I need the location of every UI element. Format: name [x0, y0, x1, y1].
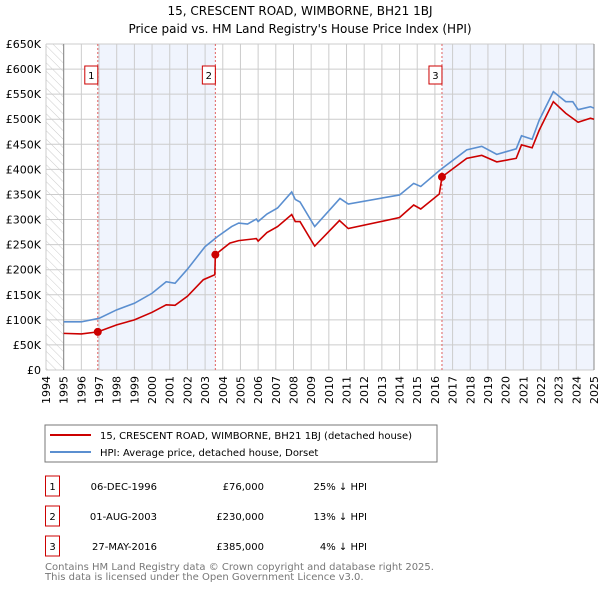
- x-tick-label: 1996: [75, 376, 88, 404]
- chart-title: 15, CRESCENT ROAD, WIMBORNE, BH21 1BJ: [167, 4, 432, 18]
- sale-number-box: [45, 505, 60, 527]
- sale-date: 06-DEC-1996: [91, 482, 157, 493]
- sale-marker-box: [201, 65, 216, 85]
- hatched-region: [46, 44, 64, 370]
- sale-hpi-diff: 4% ↓ HPI: [320, 542, 367, 553]
- sale-date: 27-MAY-2016: [92, 542, 157, 553]
- x-tick-label: 2021: [517, 376, 530, 404]
- x-tick-label: 2007: [270, 376, 283, 404]
- sale-point: [211, 250, 220, 259]
- x-tick-label: 2009: [305, 376, 318, 404]
- y-tick-label: £650K: [6, 38, 42, 51]
- x-tick-label: 2008: [287, 376, 300, 404]
- x-tick-label: 2010: [323, 376, 336, 404]
- shaded-range: [441, 44, 594, 370]
- y-tick-label: £300K: [6, 214, 42, 227]
- x-tick-label: 2000: [146, 376, 159, 404]
- sale-point: [93, 327, 102, 336]
- x-tick-label: 2017: [447, 376, 460, 404]
- x-tick-label: 2011: [341, 376, 354, 404]
- x-tick-label: 1998: [111, 376, 124, 404]
- x-tick-label: 2004: [217, 376, 230, 404]
- x-tick-label: 2024: [570, 376, 583, 404]
- footer-line-1: Contains HM Land Registry data © Crown c…: [45, 562, 434, 573]
- x-tick-label: 2019: [482, 376, 495, 404]
- sale-number: 2: [49, 512, 55, 523]
- footer-line-2: This data is licensed under the Open Gov…: [44, 572, 364, 583]
- sale-point: [437, 172, 446, 181]
- chart-subtitle: Price paid vs. HM Land Registry's House …: [128, 22, 471, 36]
- y-tick-label: £100K: [6, 314, 42, 327]
- y-tick-label: £250K: [6, 239, 42, 252]
- y-tick-label: £600K: [6, 63, 42, 76]
- hpi-line: [63, 90, 595, 323]
- property-price-line: [63, 100, 595, 335]
- y-tick-label: £450K: [6, 138, 42, 151]
- sale-number-box: [45, 475, 60, 497]
- y-tick-label: £0: [27, 364, 41, 377]
- x-tick-label: 1999: [128, 376, 141, 404]
- x-tick-label: 2003: [199, 376, 212, 404]
- x-tick-label: 2018: [464, 376, 477, 404]
- x-tick-label: 2012: [358, 376, 371, 404]
- sale-marker-box: [428, 65, 443, 85]
- shaded-range: [97, 44, 216, 370]
- x-tick-label: 2002: [181, 376, 194, 404]
- x-tick-label: 1994: [40, 376, 53, 404]
- legend: [44, 424, 438, 463]
- sale-marker-label: 3: [432, 71, 438, 82]
- sale-marker-label: 1: [88, 71, 94, 82]
- sale-number: 3: [49, 542, 55, 553]
- y-tick-label: £150K: [6, 289, 42, 302]
- sale-marker-box: [84, 65, 99, 85]
- legend-label-hpi: HPI: Average price, detached house, Dors…: [100, 448, 318, 459]
- sale-price: £76,000: [223, 482, 264, 493]
- x-tick-label: 2020: [500, 376, 513, 404]
- x-tick-label: 1997: [93, 376, 106, 404]
- sale-hpi-diff: 25% ↓ HPI: [314, 482, 367, 493]
- sale-date: 01-AUG-2003: [90, 512, 157, 523]
- sale-price: £230,000: [216, 512, 264, 523]
- sale-number: 1: [49, 482, 55, 493]
- y-tick-label: £550K: [6, 88, 42, 101]
- x-tick-label: 2023: [553, 376, 566, 404]
- y-tick-label: £500K: [6, 113, 42, 126]
- x-tick-label: 2001: [164, 376, 177, 404]
- sale-price: £385,000: [216, 542, 264, 553]
- x-tick-label: 2015: [411, 376, 424, 404]
- x-tick-label: 2013: [376, 376, 389, 404]
- x-tick-label: 2022: [535, 376, 548, 404]
- x-tick-label: 2006: [252, 376, 265, 404]
- x-tick-label: 1995: [58, 376, 71, 404]
- sale-number-box: [45, 535, 60, 557]
- x-tick-label: 2014: [394, 376, 407, 404]
- y-tick-label: £200K: [6, 264, 42, 277]
- x-tick-label: 2016: [429, 376, 442, 404]
- y-tick-label: £400K: [6, 163, 42, 176]
- sale-marker-label: 2: [206, 71, 212, 82]
- y-tick-label: £350K: [6, 188, 42, 201]
- x-tick-label: 2005: [234, 376, 247, 404]
- y-tick-label: £50K: [13, 339, 42, 352]
- sale-hpi-diff: 13% ↓ HPI: [314, 512, 367, 523]
- legend-label-property: 15, CRESCENT ROAD, WIMBORNE, BH21 1BJ (d…: [100, 431, 412, 442]
- x-tick-label: 2025: [588, 376, 600, 404]
